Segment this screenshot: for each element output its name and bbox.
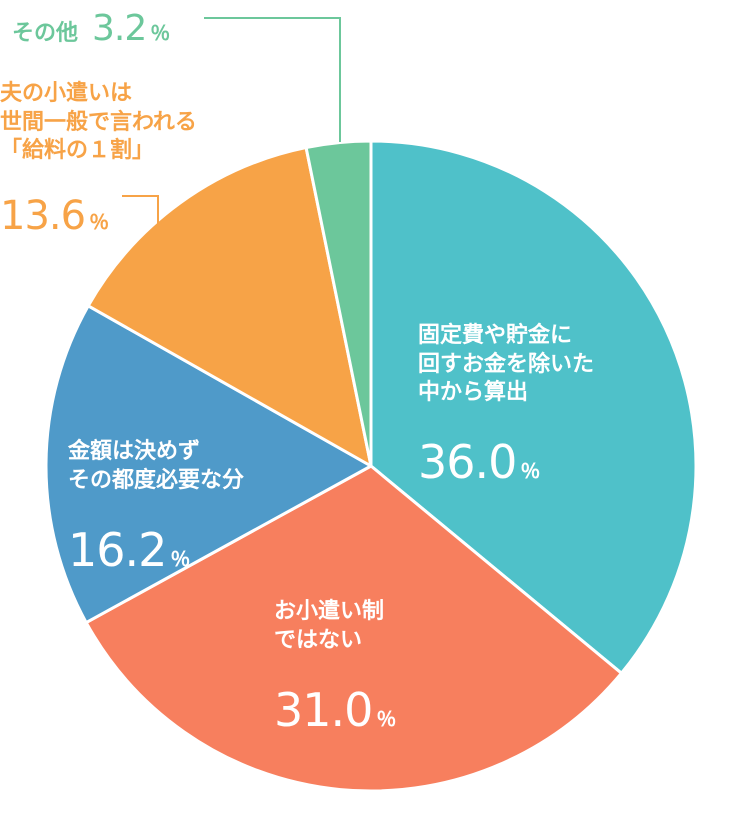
slice-unit-fixed: ％ <box>520 459 541 484</box>
slice-name-allowance: 夫の小遣いは 世間一般で言われる 「給料の１割」 <box>0 81 197 163</box>
slice-unit-other: ％ <box>150 21 171 45</box>
slice-label-fixed: 固定費や貯金に 回すお金を除いた 中から算出 36.0 ％ <box>418 302 594 513</box>
slice-value-fixed: 36.0 <box>418 435 517 490</box>
slice-unit-free: ％ <box>170 547 191 572</box>
pie-slice-other <box>304 139 373 468</box>
leader-lines <box>122 17 341 224</box>
pie-slice-fixed <box>369 139 698 675</box>
slice-value-allowance: 13.6 <box>0 193 86 240</box>
slice-label-free: 金額は決めず その都度必要な分 16.2 ％ <box>68 418 244 601</box>
slice-name-fixed: 固定費や貯金に 回すお金を除いた 中から算出 <box>418 323 595 405</box>
slice-value-other: 3.2 <box>92 8 147 49</box>
slice-label-allowance: 夫の小遣いは 世間一般で言われる 「給料の１割」 13.6 ％ <box>0 60 197 263</box>
leader-line-other <box>204 17 341 142</box>
slice-unit-none: ％ <box>376 707 397 732</box>
slice-name-none: お小遣い制 ではない <box>274 599 385 653</box>
slice-value-free: 16.2 <box>68 523 167 578</box>
slice-name-free: 金額は決めず その都度必要な分 <box>68 439 245 493</box>
slice-value-none: 31.0 <box>274 683 373 738</box>
slice-label-none: お小遣い制 ではない 31.0 ％ <box>274 578 396 761</box>
pie-slice-none <box>84 464 623 793</box>
slice-unit-allowance: ％ <box>89 210 110 235</box>
pie-slices <box>44 139 698 793</box>
leader-line-allow <box>122 195 159 224</box>
pie-slice-allow <box>86 146 373 468</box>
slice-label-other: その他 3.2 ％ <box>12 6 170 52</box>
slice-name-other: その他 <box>12 21 79 46</box>
pie-slice-free <box>44 304 373 625</box>
